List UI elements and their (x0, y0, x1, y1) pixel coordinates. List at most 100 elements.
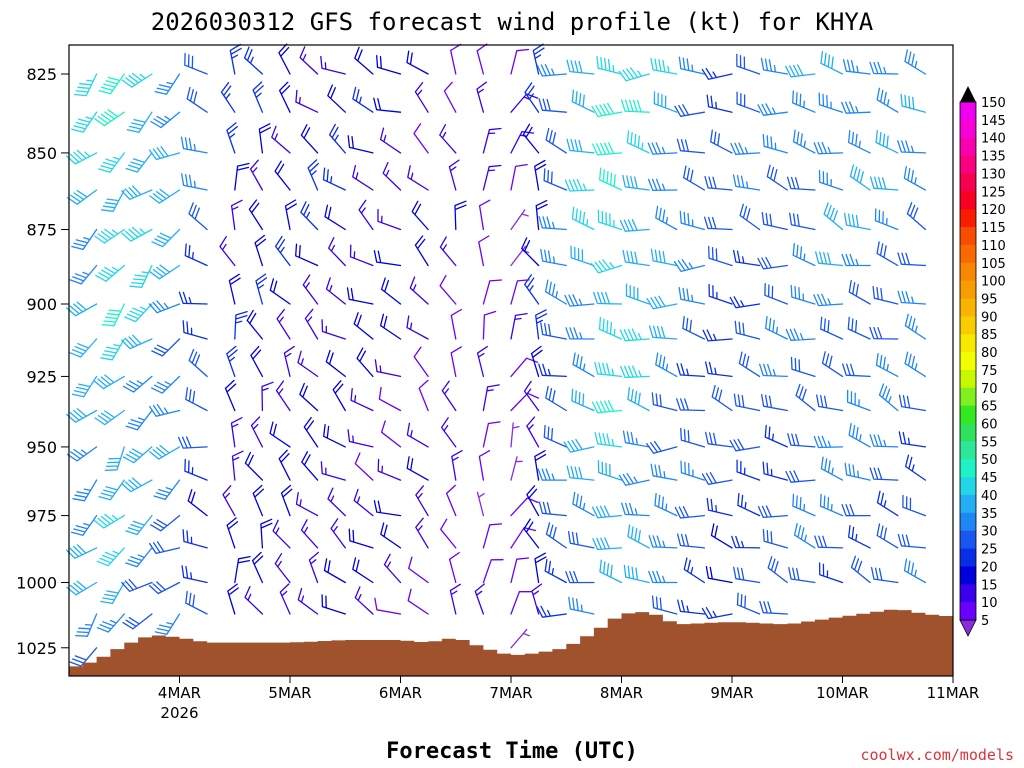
wind-barb (149, 264, 181, 280)
colorbar-label: 75 (981, 364, 998, 379)
wind-barb (380, 522, 402, 549)
wind-barb (813, 293, 844, 307)
wind-barb (379, 313, 402, 340)
colorbar-segment (960, 459, 976, 478)
wind-barb (876, 87, 899, 113)
colorbar-segment (960, 244, 976, 264)
colorbar-label: 95 (981, 292, 998, 307)
wind-barb (732, 249, 761, 267)
x-tick-label: 5MAR (268, 684, 311, 702)
wind-barb (820, 50, 844, 75)
wind-barb (151, 228, 181, 248)
wind-barb (759, 600, 788, 615)
wind-barb (869, 176, 899, 191)
wind-barb (325, 277, 346, 305)
wind-barb (655, 352, 678, 378)
wind-barb (792, 493, 816, 517)
wind-barb (563, 438, 595, 453)
wind-barb (243, 46, 264, 75)
wind-barb (538, 501, 567, 517)
wind-barb (66, 301, 98, 317)
wind-barb (545, 522, 567, 549)
wind-barb (150, 111, 181, 129)
wind-barb (382, 161, 402, 191)
surface-terrain (69, 609, 953, 676)
wind-barb (349, 244, 374, 267)
wind-barb (327, 84, 346, 113)
wind-barb (350, 388, 374, 412)
wind-barb (98, 152, 125, 173)
wind-barb (841, 504, 871, 517)
wind-barb (732, 174, 761, 191)
wind-barb (842, 59, 871, 75)
x-tick-label: 7MAR (489, 684, 532, 702)
wind-barb (383, 553, 402, 584)
wind-barb (283, 345, 295, 378)
colorbar-label: 130 (981, 167, 1006, 182)
wind-barb (406, 422, 429, 448)
x-tick-label: 9MAR (710, 684, 753, 702)
wind-barb (625, 283, 650, 305)
colorbar-label: 140 (981, 132, 1006, 147)
colorbar-segment (960, 477, 976, 496)
wind-barb (100, 189, 125, 212)
wind-barb (676, 533, 706, 549)
wind-barb (627, 524, 650, 549)
wind-barb (295, 243, 319, 267)
wind-barb (597, 209, 623, 231)
wind-barb (535, 199, 548, 231)
wind-barb (295, 89, 319, 113)
wind-barb (757, 256, 788, 270)
colorbar-label: 115 (981, 221, 1006, 236)
wind-barb (531, 583, 543, 615)
wind-barb (847, 130, 871, 154)
wind-barb (185, 387, 208, 412)
wind-barb (757, 505, 788, 519)
wind-barb (730, 142, 761, 155)
wind-barb (122, 613, 153, 630)
wind-barb (258, 123, 271, 154)
wind-barb (75, 613, 98, 637)
wind-barb (220, 82, 236, 113)
wind-barb (297, 587, 319, 615)
wind-barb (734, 320, 761, 340)
colorbar-label: 25 (981, 543, 998, 558)
wind-barb (729, 438, 761, 452)
wind-barb (354, 46, 374, 75)
wind-barb (418, 379, 429, 412)
wind-barb (708, 283, 733, 305)
wind-barb (823, 202, 844, 231)
colorbar-segment (960, 227, 976, 246)
wind-barb (376, 54, 402, 75)
wind-barb (353, 312, 374, 340)
wind-barb (482, 559, 504, 584)
wind-barb (308, 551, 320, 584)
wind-barb (762, 134, 788, 154)
wind-barb (704, 431, 733, 448)
wind-barb (701, 67, 733, 80)
wind-barb (534, 159, 547, 191)
colorbar-label: 110 (981, 239, 1006, 254)
wind-barb (526, 485, 540, 517)
wind-barb (706, 94, 733, 113)
wind-barb (226, 517, 239, 549)
wind-barb (440, 518, 457, 549)
wind-barb (874, 208, 899, 231)
y-tick-label: 925 (26, 367, 57, 386)
wind-barb (406, 315, 429, 340)
wind-barb (278, 81, 291, 113)
wind-barb (646, 440, 678, 454)
wind-barb (450, 346, 462, 378)
wind-barb (872, 286, 899, 305)
wind-barb (299, 382, 319, 412)
wind-barb (870, 566, 899, 584)
colorbar-label: 105 (981, 257, 1006, 272)
wind-barb (869, 61, 899, 75)
wind-barb (121, 185, 153, 200)
wind-barb (524, 274, 540, 305)
colorbar-label: 85 (981, 328, 998, 343)
wind-barb (448, 159, 460, 191)
colorbar-segment (960, 441, 976, 460)
x-tick-label: 6MAR (379, 684, 422, 702)
wind-barb (708, 245, 733, 267)
